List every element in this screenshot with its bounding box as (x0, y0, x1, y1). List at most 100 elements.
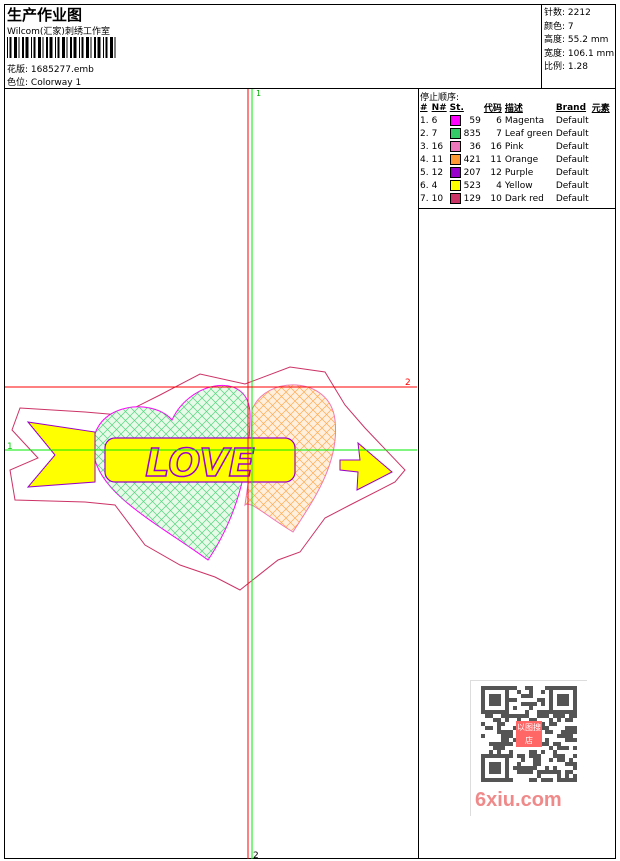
qr-module (553, 750, 557, 754)
qr-module (553, 754, 557, 758)
qr-module (525, 714, 529, 718)
qr-module (533, 762, 537, 766)
barcode-bar (22, 37, 24, 58)
qr-module (521, 758, 525, 762)
qr-module (553, 686, 557, 690)
stat-row: 针数: 2212 (544, 5, 591, 18)
qr-module (489, 778, 493, 782)
qr-module (545, 770, 549, 774)
qr-module (541, 710, 545, 714)
thread-code: 7 (496, 128, 502, 139)
thread-brand: Default (555, 128, 589, 139)
qr-module (509, 698, 513, 702)
qr-module (505, 734, 509, 738)
design-file-label: 花版: (7, 65, 29, 75)
fill-stitch (169, 385, 250, 560)
qr-module (541, 770, 545, 774)
qr-module (541, 726, 545, 730)
qr-module (561, 702, 565, 706)
qr-module (533, 702, 537, 706)
qr-module (565, 762, 569, 766)
qr-module (557, 734, 561, 738)
qr-module (505, 762, 509, 766)
page-title: 生产作业图 (7, 6, 83, 24)
qr-module (505, 714, 509, 718)
qr-module (481, 778, 485, 782)
qr-module (489, 770, 493, 774)
qr-module (509, 730, 513, 734)
qr-module (481, 710, 485, 714)
qr-module (565, 774, 569, 778)
qr-module (525, 702, 529, 706)
qr-module (489, 686, 493, 690)
qr-module (569, 686, 573, 690)
qr-module (569, 738, 573, 742)
qr-module (565, 686, 569, 690)
qr-module (565, 710, 569, 714)
qr-module (485, 686, 489, 690)
color-swatch (449, 115, 461, 126)
stat-value: 106.1 mm (567, 48, 615, 59)
qr-module (481, 754, 485, 758)
qr-module (493, 698, 497, 702)
barcode-bar (110, 37, 113, 58)
qr-module (497, 718, 501, 722)
design-canvas: LOVE 1 2 2 1 (5, 89, 417, 859)
qr-module (493, 686, 497, 690)
qr-module (501, 738, 505, 742)
color-swatch-cell (449, 166, 464, 179)
qr-module (557, 710, 561, 714)
stop-index: 2. (420, 128, 429, 139)
thread-description: Leaf green (504, 128, 553, 139)
qr-module (565, 770, 569, 774)
fill-stitch (331, 384, 336, 532)
qr-module (561, 734, 565, 738)
qr-module (573, 706, 577, 710)
qr-module (481, 722, 485, 726)
fill-stitch (196, 385, 250, 560)
qr-module (505, 758, 509, 762)
qr-module (533, 766, 537, 770)
qr-module (497, 698, 501, 702)
barcode-bar (66, 37, 68, 58)
qr-module (549, 694, 553, 698)
qr-module (557, 758, 561, 762)
qr-module (485, 778, 489, 782)
thread-code: 10 (490, 193, 502, 204)
qr-module (497, 702, 501, 706)
qr-module (505, 774, 509, 778)
fill-stitch (245, 384, 304, 532)
qr-module (509, 714, 513, 718)
qr-module (537, 754, 541, 758)
table-row: 3. 16 36 16 Pink Default (420, 140, 613, 153)
qr-module (569, 762, 573, 766)
needle-number: 4 (431, 180, 438, 191)
fill-stitch (205, 385, 250, 560)
qr-module (545, 738, 549, 742)
qr-module (497, 722, 501, 726)
fill-stitch (169, 385, 250, 560)
qr-module (537, 698, 541, 702)
barcode-bar (31, 37, 32, 58)
qr-module (561, 778, 565, 782)
qr-module (549, 702, 553, 706)
qr-module (569, 718, 573, 722)
qr-module (569, 770, 573, 774)
qr-module (561, 730, 565, 734)
column-header: 代码 (483, 104, 502, 114)
qr-module (501, 686, 505, 690)
color-swatch (449, 141, 461, 152)
page-frame (4, 4, 616, 859)
qr-module (513, 726, 517, 730)
qr-module (493, 778, 497, 782)
qr-module (489, 694, 493, 698)
qr-module (569, 734, 573, 738)
stat-value: 7 (567, 21, 574, 32)
qr-module (509, 754, 513, 758)
qr-module (521, 702, 525, 706)
stop-index: 1. (420, 115, 429, 126)
qr-module (573, 702, 577, 706)
needle-number: 7 (431, 128, 438, 139)
qr-module (569, 730, 573, 734)
qr-module (489, 714, 493, 718)
